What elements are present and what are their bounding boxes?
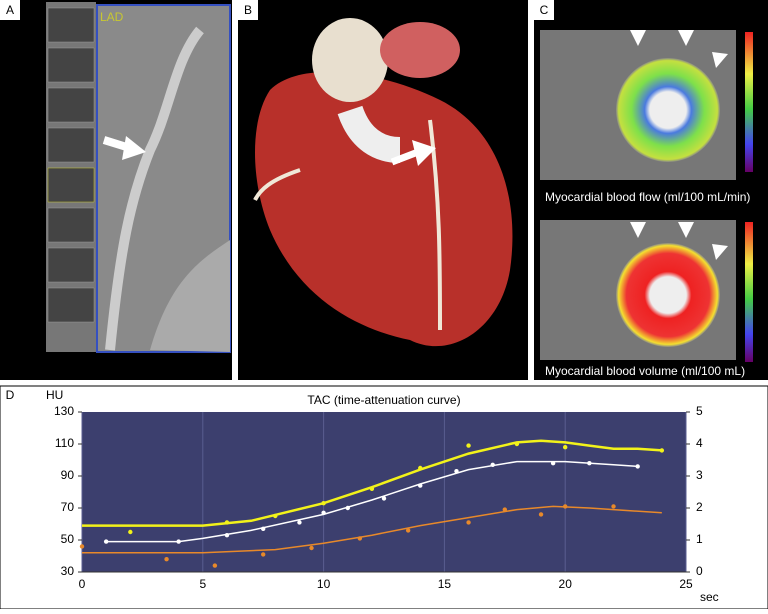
- y2-tick-label: 1: [696, 532, 703, 546]
- x-tick-label: 5: [199, 577, 206, 591]
- data-point: [611, 504, 616, 509]
- data-point: [273, 513, 278, 519]
- panel-c: Myocardial blood flow (ml/100 mL/min) My…: [534, 0, 768, 380]
- x-tick-label: 10: [317, 577, 331, 591]
- data-point: [309, 545, 314, 551]
- y2-tick-label: 4: [696, 436, 703, 450]
- data-point: [659, 448, 665, 453]
- y-tick-label: 30: [61, 564, 75, 578]
- data-point: [587, 461, 592, 466]
- x-tick-label: 0: [79, 577, 86, 591]
- x-tick-label: 25: [679, 577, 693, 591]
- panel-label: A: [6, 3, 14, 17]
- data-point: [514, 441, 520, 447]
- data-point: [369, 486, 375, 491]
- y-tick-label: 110: [55, 436, 74, 450]
- data-point: [164, 557, 169, 562]
- data-point: [405, 528, 411, 533]
- data-point: [357, 536, 363, 541]
- data-point: [563, 504, 568, 509]
- y-tick-label: 70: [61, 500, 75, 514]
- y-tick-label: 130: [54, 404, 74, 418]
- plot-area: [82, 412, 686, 572]
- panel-b: [238, 0, 528, 380]
- data-point: [212, 563, 218, 568]
- data-point: [321, 501, 326, 506]
- panel-a: LAD: [0, 0, 232, 380]
- data-point: [466, 443, 471, 448]
- data-point: [224, 520, 230, 525]
- data-point: [176, 539, 181, 544]
- data-point: [381, 496, 387, 501]
- y2-tick-label: 0: [696, 564, 703, 578]
- fit-curve: [82, 505, 662, 554]
- y-axis-label: HU: [46, 388, 63, 402]
- data-point: [563, 445, 568, 450]
- data-point: [128, 529, 133, 535]
- y-tick-label: 90: [61, 468, 75, 482]
- x-tick-label: 20: [559, 577, 573, 591]
- data-point: [261, 552, 266, 557]
- data-point: [418, 465, 423, 471]
- data-point: [224, 533, 230, 538]
- data-point: [635, 464, 640, 469]
- data-point: [454, 469, 459, 474]
- data-point: [79, 544, 85, 549]
- data-point: [490, 462, 495, 467]
- data-point: [345, 505, 350, 511]
- y2-tick-label: 3: [696, 468, 703, 482]
- caption: Myocardial blood volume (ml/100 mL): [545, 364, 745, 378]
- data-point: [103, 539, 109, 544]
- data-point: [418, 483, 423, 488]
- caption: Myocardial blood flow (ml/100 mL/min): [545, 190, 750, 204]
- panel-label: B: [244, 3, 252, 17]
- data-point: [550, 461, 556, 466]
- data-point: [297, 520, 302, 525]
- data-point: [538, 512, 544, 517]
- panel-label: D: [6, 388, 15, 402]
- y2-tick-label: 2: [696, 500, 703, 514]
- y2-tick-label: 5: [696, 404, 703, 418]
- data-point: [466, 520, 471, 525]
- vessel-label: LAD: [100, 10, 124, 24]
- data-point: [321, 510, 326, 515]
- panel-label: C: [540, 3, 549, 17]
- x-tick-label: 15: [438, 577, 452, 591]
- x-axis-label: sec: [700, 590, 719, 604]
- fit-curve: [106, 460, 638, 543]
- data-point: [261, 526, 266, 531]
- chart-title: TAC (time-attenuation curve): [307, 393, 460, 407]
- y-tick-label: 50: [61, 532, 75, 546]
- data-point: [502, 507, 507, 512]
- fit-curve: [82, 439, 662, 527]
